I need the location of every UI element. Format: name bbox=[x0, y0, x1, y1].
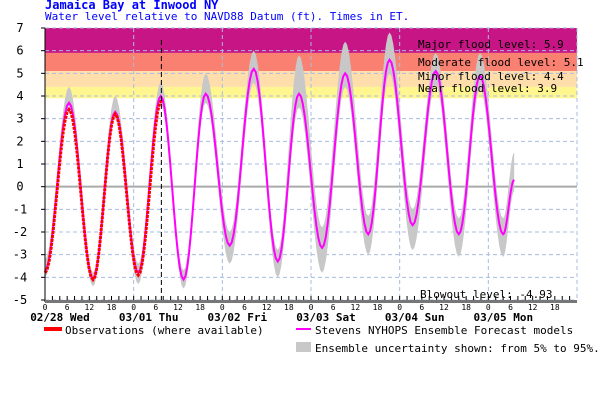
y-tick-label: -5 bbox=[13, 293, 27, 307]
day-label: 03/04 Sun bbox=[385, 311, 445, 324]
y-tick-label: 7 bbox=[16, 21, 23, 35]
hour-tick-label: 0 bbox=[43, 303, 48, 312]
hour-tick-label: 6 bbox=[242, 303, 247, 312]
hour-tick-label: 18 bbox=[107, 303, 117, 312]
flood-band bbox=[45, 28, 577, 53]
legend-observations-label: Observations (where available) bbox=[65, 324, 264, 337]
legend-uncertainty-label: Ensemble uncertainty shown: from 5% to 9… bbox=[315, 342, 600, 355]
day-label: 03/05 Mon bbox=[474, 311, 534, 324]
legend-observations-swatch bbox=[44, 327, 62, 331]
day-label: 03/01 Thu bbox=[119, 311, 179, 324]
legend-uncertainty-swatch bbox=[296, 342, 311, 352]
y-tick-label: 1 bbox=[16, 157, 23, 171]
legend-forecast-swatch bbox=[296, 328, 311, 330]
y-tick-label: -3 bbox=[13, 248, 27, 262]
chart-subtitle: Water level relative to NAVD88 Datum (ft… bbox=[45, 10, 410, 23]
y-tick-label: 6 bbox=[16, 44, 23, 58]
hour-tick-label: 18 bbox=[461, 303, 471, 312]
y-tick-label: 2 bbox=[16, 134, 23, 148]
y-tick-label: -2 bbox=[13, 225, 27, 239]
hour-tick-label: 0 bbox=[486, 303, 491, 312]
flood-band bbox=[45, 52, 577, 72]
y-tick-label: 4 bbox=[16, 89, 23, 103]
x-axis bbox=[45, 300, 577, 303]
y-tick-label: 5 bbox=[16, 66, 23, 80]
hour-tick-label: 6 bbox=[331, 303, 336, 312]
legend-forecast-label: Stevens NYHOPS Ensemble Forecast models bbox=[315, 324, 573, 337]
hour-tick-label: 12 bbox=[528, 303, 538, 312]
blowout-label: Blowout level: -4.93 bbox=[420, 288, 552, 301]
y-tick-label: -1 bbox=[13, 202, 27, 216]
hour-tick-label: 6 bbox=[65, 303, 70, 312]
hour-tick-label: 0 bbox=[131, 303, 136, 312]
hour-tick-label: 12 bbox=[262, 303, 272, 312]
y-tick-label: 3 bbox=[16, 112, 23, 126]
hour-tick-label: 0 bbox=[397, 303, 402, 312]
hour-tick-label: 12 bbox=[173, 303, 183, 312]
observation-line bbox=[43, 99, 163, 283]
hour-tick-label: 12 bbox=[351, 303, 361, 312]
flood-level-label: Moderate flood level: 5.1 bbox=[418, 56, 584, 69]
hour-tick-label: 18 bbox=[373, 303, 383, 312]
flood-level-label: Minor flood level: 4.4 bbox=[418, 70, 564, 83]
hour-tick-label: 6 bbox=[508, 303, 513, 312]
day-label: 02/28 Wed bbox=[30, 311, 90, 324]
chart-title: Jamaica Bay at Inwood NY bbox=[45, 0, 219, 12]
hour-tick-label: 0 bbox=[220, 303, 225, 312]
y-tick-label: 0 bbox=[16, 180, 23, 194]
hour-tick-label: 18 bbox=[284, 303, 294, 312]
hour-tick-label: 6 bbox=[419, 303, 424, 312]
hour-tick-label: 18 bbox=[195, 303, 205, 312]
flood-level-label: Near flood level: 3.9 bbox=[418, 82, 557, 95]
hour-tick-label: 12 bbox=[85, 303, 95, 312]
y-tick-label: -4 bbox=[13, 270, 27, 284]
day-label: 03/02 Fri bbox=[208, 311, 268, 324]
flood-level-label: Major flood level: 5.9 bbox=[418, 38, 564, 51]
day-label: 03/03 Sat bbox=[296, 311, 356, 324]
hour-tick-label: 12 bbox=[439, 303, 449, 312]
hour-tick-label: 6 bbox=[153, 303, 158, 312]
hour-tick-label: 0 bbox=[309, 303, 314, 312]
hour-tick-label: 18 bbox=[550, 303, 560, 312]
